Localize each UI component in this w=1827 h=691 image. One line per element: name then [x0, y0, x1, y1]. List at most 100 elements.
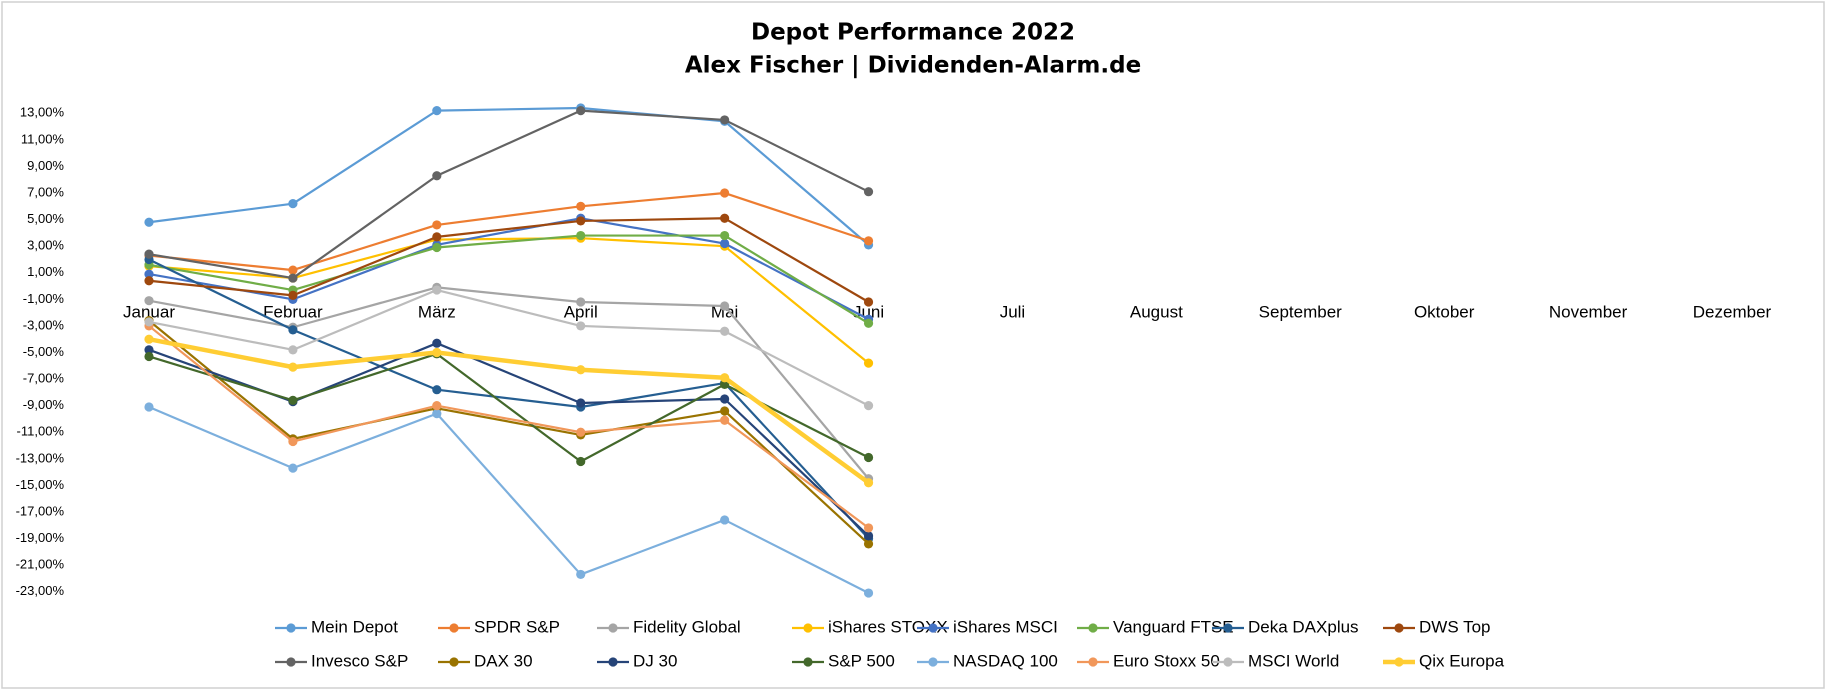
- data-point: [432, 409, 442, 419]
- series-line: [148, 258, 870, 540]
- data-point: [432, 220, 442, 230]
- data-point: [576, 106, 586, 116]
- data-point: [144, 345, 154, 355]
- data-point: [144, 217, 154, 227]
- y-tick-label: 11,00%: [21, 131, 65, 146]
- y-tick-label: -21,00%: [16, 557, 65, 572]
- data-point: [144, 296, 154, 306]
- series-line: [148, 106, 870, 246]
- data-point: [720, 326, 730, 336]
- legend-label: SPDR S&P: [474, 617, 560, 636]
- data-point: [576, 427, 586, 437]
- data-point: [720, 213, 730, 223]
- y-tick-label: -23,00%: [16, 583, 65, 598]
- data-point: [432, 385, 442, 395]
- data-point: [432, 106, 442, 116]
- series-line: [148, 237, 870, 364]
- data-point: [863, 358, 874, 368]
- data-point: [576, 201, 586, 211]
- x-tick-label: Februar: [263, 303, 323, 322]
- data-point: [863, 318, 874, 328]
- legend-marker: [803, 623, 813, 633]
- data-point: [863, 523, 874, 533]
- legend-label: iShares STOXX: [828, 617, 948, 636]
- data-point: [576, 398, 586, 408]
- y-tick-label: -19,00%: [16, 530, 65, 545]
- series-line: [148, 191, 869, 272]
- data-point: [432, 338, 442, 348]
- data-point: [432, 401, 442, 411]
- data-point: [863, 452, 874, 463]
- legend-marker: [1088, 657, 1098, 667]
- data-point: [720, 238, 730, 249]
- x-tick-label: Oktober: [1414, 303, 1475, 322]
- data-point: [432, 232, 442, 242]
- y-tick-label: -3,00%: [23, 317, 65, 332]
- y-tick-label: -13,00%: [16, 450, 65, 465]
- data-point: [576, 230, 586, 241]
- legend-label: DAX 30: [474, 651, 533, 670]
- x-tick-label: August: [1130, 303, 1183, 322]
- data-point: [288, 395, 298, 405]
- legend-marker: [928, 657, 938, 667]
- legend-marker: [1088, 623, 1098, 633]
- legend-label: Vanguard FTSE: [1113, 617, 1234, 636]
- data-point: [863, 187, 874, 197]
- legend-label: S&P 500: [828, 651, 895, 670]
- data-point: [720, 301, 730, 311]
- data-point: [863, 531, 874, 541]
- legend-marker: [608, 657, 618, 667]
- chart-title: Depot Performance 2022: [751, 20, 1075, 46]
- x-tick-label: November: [1549, 303, 1628, 322]
- legend-label: Mein Depot: [311, 617, 398, 636]
- data-point: [863, 401, 874, 411]
- x-tick-label: Mai: [711, 303, 738, 322]
- legend-label: Fidelity Global: [633, 617, 741, 636]
- series-line: [148, 234, 870, 325]
- y-tick-label: -5,00%: [23, 344, 65, 359]
- y-tick-label: 1,00%: [27, 264, 64, 279]
- data-point: [288, 290, 298, 300]
- x-tick-label: April: [564, 303, 598, 322]
- data-point: [720, 230, 730, 241]
- y-tick-label: 9,00%: [27, 158, 64, 173]
- data-point: [863, 236, 874, 246]
- legend-label: DJ 30: [633, 651, 677, 670]
- series-line: [148, 405, 870, 595]
- x-tick-label: Juli: [1000, 303, 1026, 322]
- data-point: [576, 365, 586, 375]
- data-point: [288, 199, 298, 209]
- legend-marker: [803, 657, 813, 667]
- y-tick-label: -11,00%: [17, 424, 65, 439]
- legend-label: Deka DAXplus: [1248, 617, 1359, 636]
- data-point: [288, 463, 298, 473]
- legend-marker: [608, 623, 618, 633]
- data-point: [432, 171, 442, 181]
- data-point: [144, 249, 154, 259]
- data-point: [432, 285, 442, 295]
- series-line: [148, 288, 870, 407]
- data-point: [144, 317, 154, 327]
- data-point: [432, 242, 442, 253]
- data-point: [576, 569, 586, 580]
- series-line: [148, 109, 870, 280]
- legend-label: iShares MSCI: [953, 617, 1058, 636]
- legend-marker: [449, 623, 459, 633]
- x-tick-label: Juni: [853, 303, 884, 322]
- data-point: [288, 325, 298, 335]
- y-tick-label: -17,00%: [16, 503, 65, 518]
- legend-marker: [1394, 623, 1404, 633]
- series-line: [148, 319, 870, 545]
- x-tick-label: September: [1259, 303, 1342, 322]
- data-point: [863, 478, 874, 488]
- y-tick-label: 13,00%: [20, 105, 65, 120]
- y-tick-label: -7,00%: [23, 371, 65, 386]
- data-point: [720, 373, 730, 383]
- x-tick-label: Januar: [123, 303, 175, 322]
- series-line: [148, 286, 870, 480]
- data-point: [144, 276, 154, 286]
- data-point: [863, 297, 874, 307]
- series-line: [148, 217, 870, 303]
- data-point: [288, 273, 298, 283]
